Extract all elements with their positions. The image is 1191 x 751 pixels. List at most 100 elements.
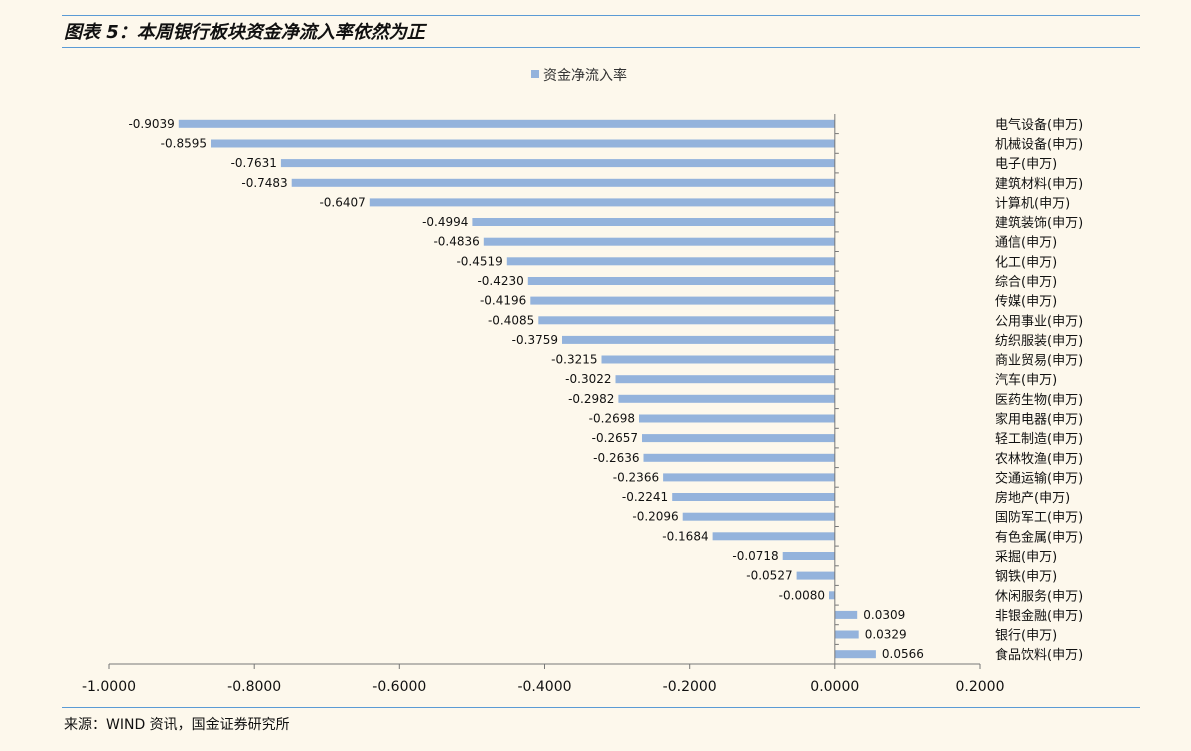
data-label: -0.1684 bbox=[662, 529, 708, 543]
category-label: 建筑装饰(申万) bbox=[995, 215, 1083, 231]
x-tick-label: -0.6000 bbox=[372, 679, 426, 695]
data-label: -0.4085 bbox=[488, 313, 534, 327]
bar bbox=[834, 610, 858, 619]
data-label: -0.2657 bbox=[592, 431, 638, 445]
data-label: -0.7631 bbox=[231, 156, 277, 170]
data-label: -0.3759 bbox=[512, 333, 558, 347]
category-label: 非银金融(申万) bbox=[995, 608, 1083, 624]
bar bbox=[506, 257, 835, 266]
bar bbox=[483, 237, 835, 246]
category-label: 食品饮料(申万) bbox=[995, 647, 1083, 663]
x-tick-label: 0.0000 bbox=[810, 679, 859, 695]
bar bbox=[672, 493, 835, 501]
bar bbox=[618, 394, 835, 403]
category-label: 交通运输(申万) bbox=[995, 470, 1083, 486]
bar bbox=[643, 453, 835, 462]
data-label: 0.0566 bbox=[882, 647, 924, 661]
category-label: 农林牧渔(申万) bbox=[995, 452, 1083, 467]
data-label: -0.2982 bbox=[568, 392, 614, 406]
bar bbox=[712, 532, 835, 541]
category-label: 公用事业(申万) bbox=[995, 314, 1083, 329]
category-label: 纺织服装(申万) bbox=[995, 334, 1083, 349]
category-label: 综合(申万) bbox=[995, 275, 1057, 290]
data-label: 0.0309 bbox=[863, 608, 905, 622]
category-label: 休闲服务(申万) bbox=[995, 588, 1083, 604]
category-label: 化工(申万) bbox=[995, 255, 1057, 270]
bar bbox=[782, 552, 835, 560]
category-label: 采掘(申万) bbox=[995, 550, 1057, 565]
data-label: -0.6407 bbox=[319, 195, 365, 209]
data-label: 0.0329 bbox=[865, 628, 907, 642]
data-label: -0.4519 bbox=[456, 254, 502, 268]
category-label: 钢铁(申万) bbox=[995, 570, 1057, 585]
data-label: -0.2096 bbox=[632, 510, 678, 524]
data-label: -0.3022 bbox=[565, 372, 611, 386]
x-tick-label: 0.2000 bbox=[956, 679, 1005, 695]
bar bbox=[369, 198, 835, 207]
category-label: 建筑材料(申万) bbox=[995, 176, 1083, 192]
data-label: -0.2366 bbox=[613, 470, 659, 484]
bar bbox=[291, 178, 835, 187]
category-label: 传媒(申万) bbox=[995, 295, 1057, 310]
data-label: -0.3215 bbox=[551, 353, 597, 367]
category-label: 汽车(申万) bbox=[995, 372, 1057, 388]
category-label: 通信(申万) bbox=[995, 236, 1057, 251]
category-label: 银行(申万) bbox=[995, 629, 1057, 644]
data-label: -0.4230 bbox=[477, 274, 523, 288]
bar bbox=[562, 335, 835, 344]
category-label: 房地产(申万) bbox=[995, 490, 1070, 506]
x-tick-label: -1.0000 bbox=[82, 679, 136, 695]
bar bbox=[682, 512, 835, 521]
legend-label: 资金净流入率 bbox=[543, 67, 627, 84]
bar bbox=[663, 473, 835, 482]
data-label: -0.2636 bbox=[593, 451, 639, 465]
bar bbox=[601, 355, 835, 364]
bar bbox=[280, 159, 835, 168]
category-label: 机械设备(申万) bbox=[995, 137, 1083, 153]
data-label: -0.7483 bbox=[241, 176, 287, 190]
x-tick-label: -0.2000 bbox=[663, 679, 717, 695]
data-label: -0.9039 bbox=[128, 117, 174, 131]
bar bbox=[639, 414, 835, 423]
bar bbox=[642, 434, 835, 443]
data-label: -0.0527 bbox=[746, 569, 792, 583]
category-label: 商业贸易(申万) bbox=[995, 354, 1083, 369]
category-label: 有色金属(申万) bbox=[995, 529, 1083, 545]
data-label: -0.0080 bbox=[779, 588, 825, 602]
legend: 资金净流入率 bbox=[531, 67, 627, 84]
data-label: -0.0718 bbox=[732, 549, 778, 563]
category-label: 计算机(申万) bbox=[995, 196, 1070, 211]
category-label: 国防军工(申万) bbox=[995, 510, 1083, 526]
data-label: -0.4994 bbox=[422, 215, 468, 229]
bar bbox=[527, 277, 835, 285]
bars-layer: -0.9039 电气设备(申万) -0.8595 机械设备(申万) -0.7631 电子(… bbox=[128, 117, 1083, 663]
category-label: 家用电器(申万) bbox=[995, 412, 1083, 428]
category-label: 轻工制造(申万) bbox=[995, 432, 1083, 447]
bottom-rule bbox=[62, 707, 1140, 708]
bar bbox=[834, 630, 859, 639]
bar bbox=[796, 571, 835, 580]
legend-swatch bbox=[531, 70, 539, 78]
title-rule bbox=[62, 47, 1140, 48]
bar bbox=[615, 375, 835, 384]
data-label: -0.4836 bbox=[433, 235, 479, 249]
bar bbox=[538, 316, 835, 325]
x-axis: -1.0000 -0.8000 -0.6000 -0.4000 -0.2000 0.000… bbox=[82, 114, 1005, 695]
data-label: -0.2241 bbox=[622, 490, 668, 504]
data-label: -0.8595 bbox=[161, 137, 207, 151]
bar bbox=[178, 119, 835, 128]
x-tick-label: -0.4000 bbox=[517, 679, 571, 695]
bar bbox=[834, 650, 876, 659]
bar bbox=[211, 139, 835, 148]
bar bbox=[829, 591, 835, 600]
category-label: 医药生物(申万) bbox=[995, 393, 1083, 408]
data-label: -0.2698 bbox=[589, 412, 635, 426]
x-tick-label: -0.8000 bbox=[227, 679, 281, 695]
source-note: 来源：WIND 资讯，国金证券研究所 bbox=[64, 717, 290, 733]
data-label: -0.4196 bbox=[480, 294, 526, 308]
bar bbox=[472, 218, 835, 226]
top-rule bbox=[62, 15, 1140, 16]
category-label: 电气设备(申万) bbox=[995, 117, 1083, 133]
figure-title: 图表 5：本周银行板块资金净流入率依然为正 bbox=[64, 22, 425, 43]
